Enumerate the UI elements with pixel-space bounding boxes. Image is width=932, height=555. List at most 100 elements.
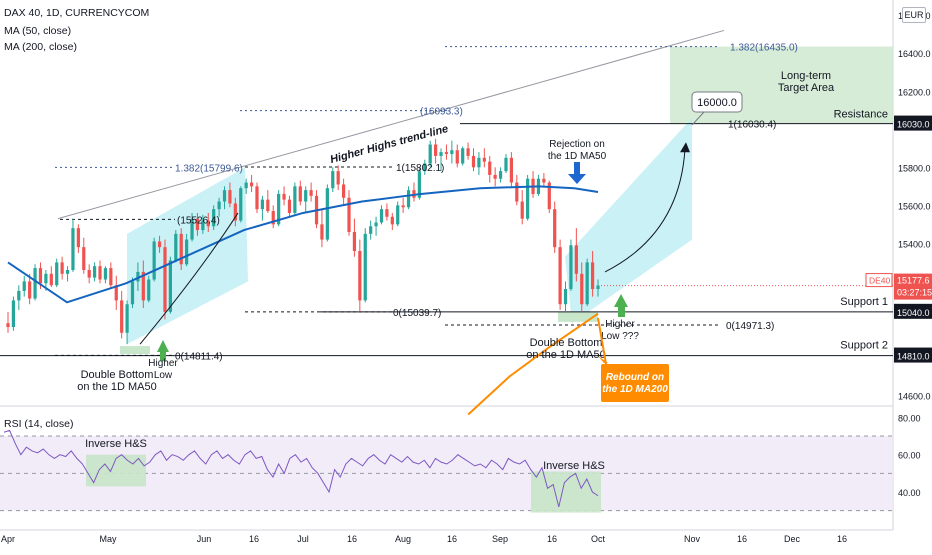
rsi-annot-right: Inverse H&S <box>543 460 605 472</box>
candle <box>249 174 254 193</box>
resistance-tag: 16030.0 <box>897 120 930 130</box>
rejection-label: Rejection on the 1D MA50 <box>548 139 607 162</box>
candle-body <box>352 231 357 251</box>
rsi-tick-label: 80.00 <box>898 413 921 423</box>
rebound-leader <box>597 317 607 365</box>
target-area-label: Long-term Target Area <box>778 70 835 94</box>
candle-body <box>114 285 118 301</box>
candle-body <box>379 209 384 223</box>
candle-body <box>244 182 248 189</box>
candle <box>109 262 113 290</box>
candle-body <box>439 152 443 156</box>
candle-body <box>206 220 210 227</box>
candle <box>515 174 519 206</box>
candle-body <box>596 285 600 290</box>
candle-body <box>320 224 324 240</box>
candle-body <box>195 218 200 231</box>
candle <box>28 273 32 305</box>
candle <box>379 205 384 225</box>
candle-body <box>590 262 595 290</box>
candle-body <box>233 203 237 221</box>
support2-tag-bg <box>894 347 932 363</box>
candlestick-series[interactable] <box>6 138 600 345</box>
candle-body <box>136 271 140 282</box>
candle <box>369 220 373 240</box>
candle-body <box>179 233 183 265</box>
left-channel-curve <box>139 212 239 345</box>
candle-body <box>574 245 578 274</box>
higher-low-arrow-right-shaft <box>618 307 625 317</box>
higher-low-right-label: Higher Low ??? <box>601 319 639 342</box>
candle <box>136 262 140 291</box>
double-bottom-right-label: Double Bottom on the 1D MA50 <box>526 337 606 361</box>
candle-body <box>515 182 519 202</box>
candle-body <box>585 262 589 305</box>
candle <box>428 140 432 168</box>
candle <box>396 201 400 227</box>
candle <box>179 228 183 270</box>
last-price: 15177.6 <box>897 276 930 286</box>
candle <box>401 197 405 213</box>
candle-body <box>482 157 486 162</box>
candle-body <box>396 205 400 225</box>
annotations: Higher Highs trend-lineResistanceSupport… <box>77 43 888 402</box>
candle-body <box>33 268 37 299</box>
fib-14811-label: 0(14811.4) <box>175 351 223 362</box>
candle-body <box>369 226 373 234</box>
rsi-tick-label: 40.00 <box>898 488 921 498</box>
candle <box>558 239 562 310</box>
candle <box>526 174 530 221</box>
candle <box>222 186 227 210</box>
moving-averages <box>7 185 599 416</box>
candle <box>390 212 394 231</box>
candle-body <box>228 190 232 204</box>
level-lines <box>0 29 893 357</box>
currency-badge[interactable]: EUR <box>902 7 926 23</box>
fib-top-label: 1.382(16435.0) <box>730 43 798 54</box>
candle <box>244 178 248 194</box>
candle <box>282 186 286 206</box>
ma200-legend: MA (200, close) <box>4 41 77 53</box>
candle-body <box>493 174 497 179</box>
candle-body <box>239 188 243 221</box>
candle-body <box>385 209 389 217</box>
candle-body <box>217 201 221 210</box>
fib-hidden-label: (16093.3) <box>420 107 463 118</box>
axes: 16600.016400.016200.015800.015600.015400… <box>1 11 932 544</box>
x-tick-label: 16 <box>547 534 557 544</box>
candle-body <box>325 188 329 240</box>
candle <box>87 264 91 284</box>
candle <box>325 184 329 242</box>
candle <box>228 182 232 208</box>
candle <box>434 138 438 164</box>
candle-body <box>563 289 568 305</box>
support1-tag: 15040.0 <box>897 308 930 318</box>
higher-low-arrow-left-head <box>157 340 169 352</box>
candle-body <box>44 273 48 284</box>
candle-body <box>331 171 335 189</box>
candle-body <box>11 300 16 328</box>
x-tick-label: Sep <box>492 534 508 544</box>
candle <box>266 190 270 213</box>
y-tick-label: 15400.0 <box>898 239 931 249</box>
candle-body <box>49 273 53 286</box>
target-callout-pointer <box>691 111 705 126</box>
candle-body <box>488 161 492 175</box>
candle-body <box>444 152 449 155</box>
candle <box>423 159 427 175</box>
rsi-panel[interactable]: RSI (14, close) Inverse H&S Inverse H&S <box>0 418 893 513</box>
candle-body <box>498 171 503 179</box>
y-tick-label: 16200.0 <box>898 87 931 97</box>
candle <box>287 195 292 217</box>
candle-body <box>71 228 75 270</box>
y-tick-label: 14600.0 <box>898 391 931 401</box>
candle-body <box>76 228 80 248</box>
candle <box>547 180 551 213</box>
candle <box>60 256 64 280</box>
candle-body <box>6 323 10 328</box>
fib-15526-label: (15526.4) <box>177 215 220 226</box>
candle <box>585 258 589 307</box>
candle-body <box>455 150 459 164</box>
